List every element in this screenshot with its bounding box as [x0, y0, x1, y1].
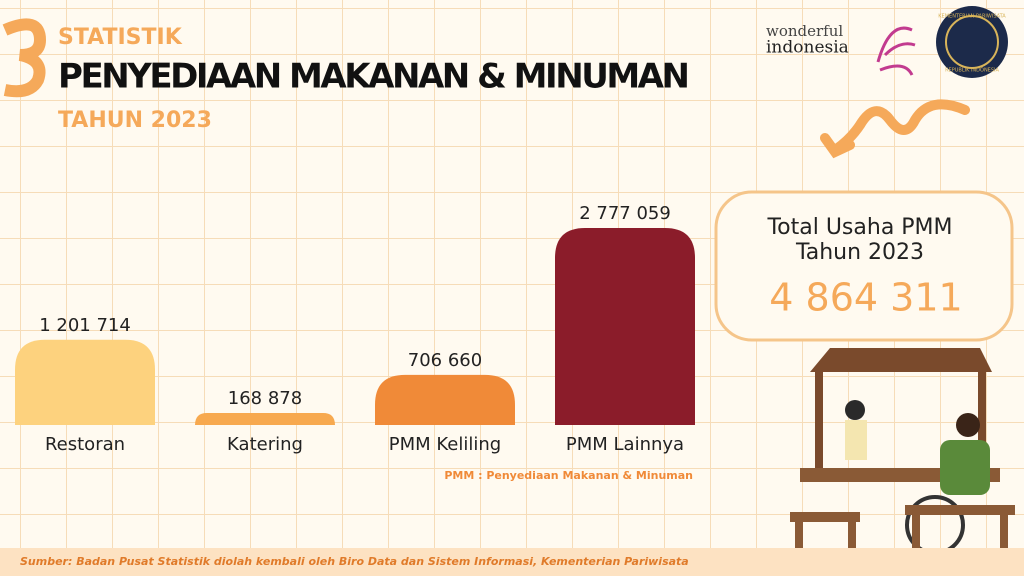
bar [15, 339, 155, 425]
total-value: 4 864 311 [769, 276, 962, 320]
logo-mark [876, 26, 916, 76]
value-label: 168 878 [228, 388, 302, 409]
bar [555, 228, 695, 425]
decor-arrow [820, 99, 970, 159]
total-box [714, 190, 1014, 342]
value-label: 706 660 [408, 350, 482, 371]
value-label: 2 777 059 [579, 203, 671, 224]
logo-text: indonesia [766, 38, 849, 58]
cart-illustration [790, 348, 1015, 567]
category-label: PMM Lainnya [566, 434, 684, 455]
kicker: STATISTIK [58, 25, 183, 50]
total-label: Tahun 2023 [795, 240, 924, 265]
ministry-logo-ring [945, 15, 999, 69]
bar [375, 374, 515, 425]
category-label: PMM Keliling [389, 434, 501, 455]
logo-text: wonderful [766, 22, 843, 40]
value-label: 1 201 714 [39, 315, 131, 336]
footer-band [0, 548, 1024, 576]
category-label: Restoran [45, 434, 125, 455]
title: PENYEDIAAN MAKANAN & MINUMAN [58, 57, 690, 97]
category-label: Katering [227, 434, 303, 455]
decor-three [2, 18, 47, 98]
logo-text: REPUBLIK INDONESIA [945, 68, 999, 74]
bar [195, 413, 335, 425]
note: PMM : Penyediaan Makanan & Minuman [444, 469, 693, 482]
subtitle: TAHUN 2023 [58, 108, 212, 133]
source: Sumber: Badan Pusat Statistik diolah kem… [20, 555, 689, 568]
logo-text: KEMENTERIAN PARIWISATA [938, 14, 1006, 20]
total-label: Total Usaha PMM [766, 215, 952, 240]
